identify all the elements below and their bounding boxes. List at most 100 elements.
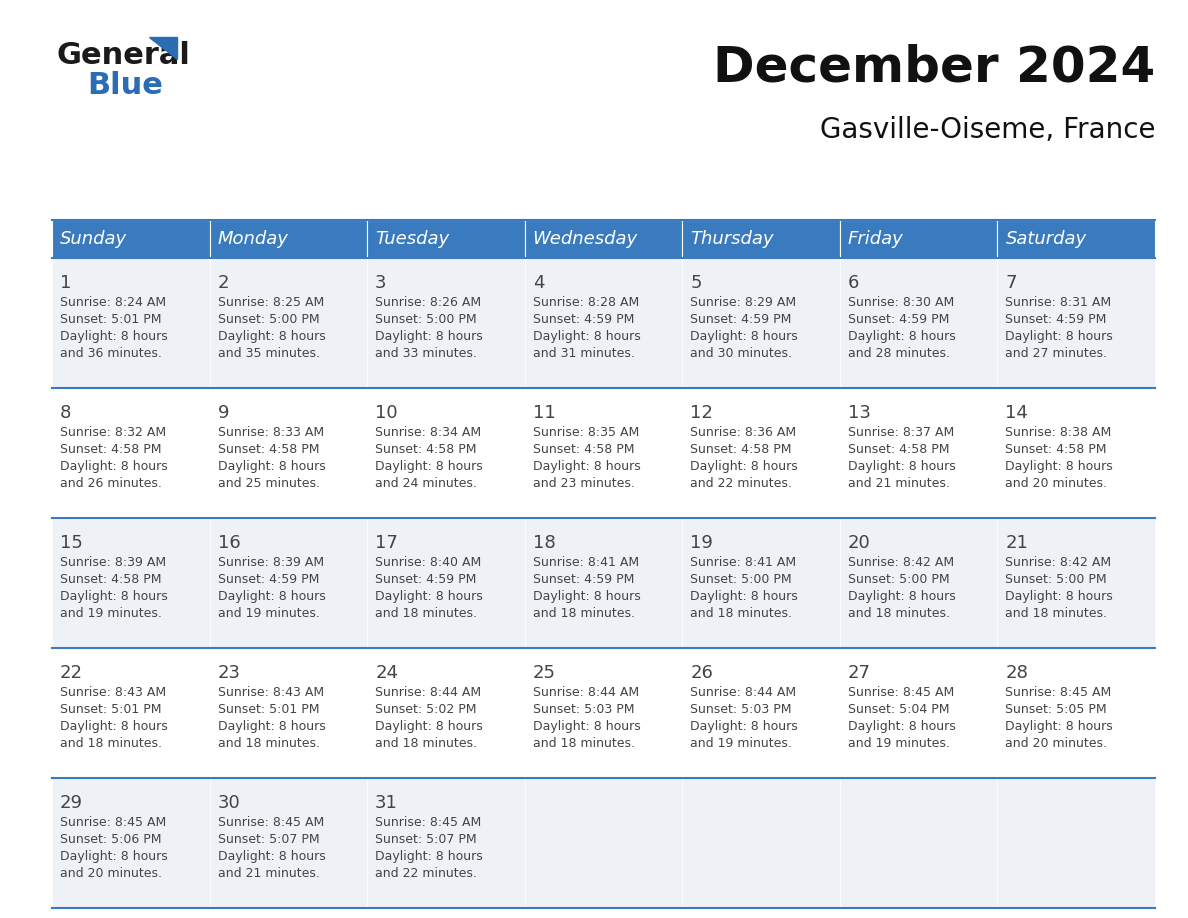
Text: 31: 31	[375, 794, 398, 812]
Bar	[998, 778, 1155, 908]
Bar	[52, 778, 209, 908]
Text: 29: 29	[61, 794, 83, 812]
Text: Sunrise: 8:37 AM: Sunrise: 8:37 AM	[848, 426, 954, 439]
Text: Sunrise: 8:24 AM: Sunrise: 8:24 AM	[61, 296, 166, 309]
Text: Sunrise: 8:29 AM: Sunrise: 8:29 AM	[690, 296, 796, 309]
Text: Sunrise: 8:38 AM: Sunrise: 8:38 AM	[1005, 426, 1112, 439]
Text: and 25 minutes.: and 25 minutes.	[217, 477, 320, 490]
Text: and 18 minutes.: and 18 minutes.	[690, 607, 792, 620]
Bar	[682, 220, 840, 258]
Text: and 18 minutes.: and 18 minutes.	[217, 737, 320, 750]
Text: Daylight: 8 hours: Daylight: 8 hours	[61, 330, 168, 343]
Bar	[209, 648, 367, 778]
Text: Daylight: 8 hours: Daylight: 8 hours	[848, 330, 955, 343]
Text: and 20 minutes.: and 20 minutes.	[61, 867, 162, 880]
Text: and 18 minutes.: and 18 minutes.	[1005, 607, 1107, 620]
Text: Daylight: 8 hours: Daylight: 8 hours	[532, 330, 640, 343]
Text: 19: 19	[690, 534, 713, 552]
Bar	[682, 518, 840, 648]
Text: Daylight: 8 hours: Daylight: 8 hours	[61, 590, 168, 603]
Text: 12: 12	[690, 404, 713, 422]
Bar	[209, 258, 367, 388]
Text: Daylight: 8 hours: Daylight: 8 hours	[217, 590, 326, 603]
Text: 26: 26	[690, 664, 713, 682]
Text: Daylight: 8 hours: Daylight: 8 hours	[1005, 460, 1113, 473]
Text: Sunrise: 8:43 AM: Sunrise: 8:43 AM	[217, 686, 323, 699]
Text: Friday: Friday	[848, 230, 904, 248]
Text: Sunset: 4:58 PM: Sunset: 4:58 PM	[61, 573, 162, 586]
Text: Sunset: 5:03 PM: Sunset: 5:03 PM	[532, 703, 634, 716]
Text: Daylight: 8 hours: Daylight: 8 hours	[375, 460, 482, 473]
Text: and 18 minutes.: and 18 minutes.	[848, 607, 950, 620]
Text: Sunset: 5:02 PM: Sunset: 5:02 PM	[375, 703, 476, 716]
Text: and 19 minutes.: and 19 minutes.	[690, 737, 792, 750]
Text: 5: 5	[690, 274, 702, 292]
Text: and 18 minutes.: and 18 minutes.	[61, 737, 162, 750]
Text: Sunrise: 8:28 AM: Sunrise: 8:28 AM	[532, 296, 639, 309]
Text: Sunset: 5:00 PM: Sunset: 5:00 PM	[217, 313, 320, 326]
Text: 23: 23	[217, 664, 241, 682]
Text: 25: 25	[532, 664, 556, 682]
Text: Daylight: 8 hours: Daylight: 8 hours	[217, 330, 326, 343]
Bar	[52, 258, 209, 388]
Text: Blue: Blue	[87, 71, 163, 99]
Text: Daylight: 8 hours: Daylight: 8 hours	[690, 590, 798, 603]
Text: Daylight: 8 hours: Daylight: 8 hours	[375, 850, 482, 863]
Bar	[840, 778, 998, 908]
Text: Sunrise: 8:45 AM: Sunrise: 8:45 AM	[848, 686, 954, 699]
Text: Sunset: 4:58 PM: Sunset: 4:58 PM	[532, 443, 634, 456]
Text: Sunset: 4:59 PM: Sunset: 4:59 PM	[532, 313, 634, 326]
Text: and 22 minutes.: and 22 minutes.	[375, 867, 478, 880]
Text: Sunset: 4:59 PM: Sunset: 4:59 PM	[217, 573, 318, 586]
Text: Daylight: 8 hours: Daylight: 8 hours	[848, 720, 955, 733]
Text: Sunset: 4:59 PM: Sunset: 4:59 PM	[848, 313, 949, 326]
Text: 7: 7	[1005, 274, 1017, 292]
Text: 8: 8	[61, 404, 71, 422]
Text: Daylight: 8 hours: Daylight: 8 hours	[848, 460, 955, 473]
Text: Gasville-Oiseme, France: Gasville-Oiseme, France	[820, 116, 1155, 144]
Text: and 20 minutes.: and 20 minutes.	[1005, 477, 1107, 490]
Text: Sunrise: 8:25 AM: Sunrise: 8:25 AM	[217, 296, 324, 309]
Bar	[998, 648, 1155, 778]
Text: Tuesday: Tuesday	[375, 230, 449, 248]
Text: and 24 minutes.: and 24 minutes.	[375, 477, 478, 490]
Text: 30: 30	[217, 794, 240, 812]
Text: 15: 15	[61, 534, 83, 552]
Text: and 18 minutes.: and 18 minutes.	[375, 607, 478, 620]
Bar	[998, 518, 1155, 648]
Bar	[367, 518, 525, 648]
Text: 9: 9	[217, 404, 229, 422]
Bar	[525, 778, 682, 908]
Text: Sunset: 4:59 PM: Sunset: 4:59 PM	[690, 313, 791, 326]
Text: Daylight: 8 hours: Daylight: 8 hours	[532, 460, 640, 473]
Text: Sunrise: 8:42 AM: Sunrise: 8:42 AM	[848, 556, 954, 569]
Text: Sunrise: 8:34 AM: Sunrise: 8:34 AM	[375, 426, 481, 439]
Text: Sunset: 5:04 PM: Sunset: 5:04 PM	[848, 703, 949, 716]
Text: Sunrise: 8:39 AM: Sunrise: 8:39 AM	[217, 556, 323, 569]
Bar	[525, 220, 682, 258]
Text: 6: 6	[848, 274, 859, 292]
Text: Daylight: 8 hours: Daylight: 8 hours	[690, 720, 798, 733]
Text: Sunset: 5:03 PM: Sunset: 5:03 PM	[690, 703, 791, 716]
Text: Sunset: 4:58 PM: Sunset: 4:58 PM	[1005, 443, 1107, 456]
Text: Daylight: 8 hours: Daylight: 8 hours	[375, 720, 482, 733]
Text: Daylight: 8 hours: Daylight: 8 hours	[61, 720, 168, 733]
Text: and 30 minutes.: and 30 minutes.	[690, 347, 792, 360]
Text: Daylight: 8 hours: Daylight: 8 hours	[217, 720, 326, 733]
Text: Sunset: 5:00 PM: Sunset: 5:00 PM	[375, 313, 476, 326]
Text: 20: 20	[848, 534, 871, 552]
Text: Daylight: 8 hours: Daylight: 8 hours	[375, 330, 482, 343]
Text: and 21 minutes.: and 21 minutes.	[217, 867, 320, 880]
Text: Sunrise: 8:36 AM: Sunrise: 8:36 AM	[690, 426, 796, 439]
Text: Sunrise: 8:44 AM: Sunrise: 8:44 AM	[690, 686, 796, 699]
Bar	[525, 518, 682, 648]
Text: Sunset: 4:59 PM: Sunset: 4:59 PM	[1005, 313, 1107, 326]
Text: Wednesday: Wednesday	[532, 230, 638, 248]
Text: Sunrise: 8:44 AM: Sunrise: 8:44 AM	[532, 686, 639, 699]
Text: Sunset: 4:58 PM: Sunset: 4:58 PM	[61, 443, 162, 456]
Text: General: General	[57, 40, 191, 70]
Text: Sunset: 5:01 PM: Sunset: 5:01 PM	[61, 313, 162, 326]
Bar	[998, 258, 1155, 388]
Bar	[52, 518, 209, 648]
Text: Thursday: Thursday	[690, 230, 773, 248]
